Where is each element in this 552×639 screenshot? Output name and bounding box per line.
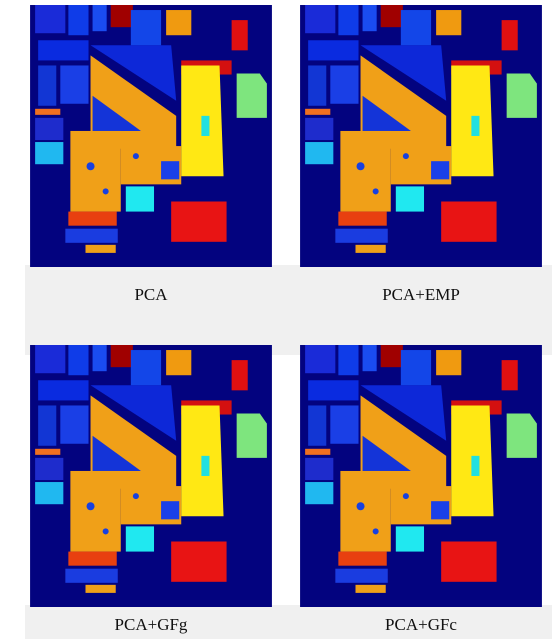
page: {"panels": [{"caption": "PCA"}, {"captio… [0,0,552,639]
classification-map [30,345,272,607]
caption: PCA [28,285,274,305]
classification-map [300,5,542,267]
caption-band [25,265,552,355]
classification-map [30,5,272,267]
caption: PCA+GFg [28,615,274,635]
caption: PCA+GFc [298,615,544,635]
classification-map [300,345,542,607]
caption: PCA+EMP [298,285,544,305]
